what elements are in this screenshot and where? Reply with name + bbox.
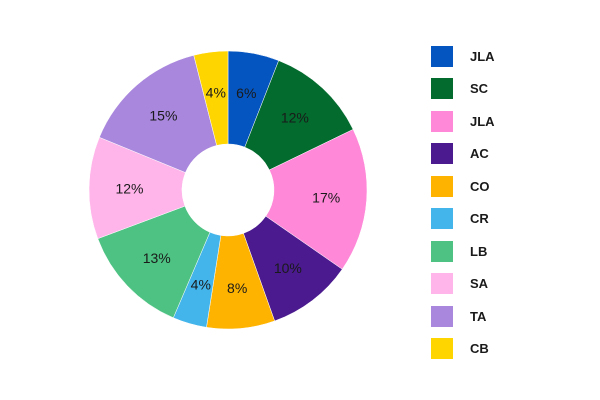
legend-label: TA [470,308,487,324]
legend-label: JLA [470,113,495,129]
legend-swatch [431,78,453,100]
legend-label: CB [470,341,489,357]
slice-label-0: 6% [236,85,256,101]
slice-label-1: 12% [281,110,309,126]
slice-label-9: 4% [206,84,226,100]
legend-item-jla-2: JLA [431,105,495,138]
legend-swatch [431,175,453,197]
legend-swatch [431,45,453,67]
legend-item-cr-5: CR [431,203,495,236]
legend-item-lb-6: LB [431,235,495,268]
legend-label: LB [470,243,488,259]
legend-item-cb-9: CB [431,333,495,366]
legend-item-co-4: CO [431,170,495,203]
legend-item-ta-8: TA [431,300,495,333]
legend-label: CR [470,211,489,227]
slice-label-5: 4% [191,277,211,293]
slice-label-2: 17% [312,190,340,206]
legend-label: AC [470,146,489,162]
slice-label-4: 8% [227,280,247,296]
legend-item-sa-7: SA [431,268,495,301]
legend-item-jla-0: JLA [431,40,495,73]
legend-item-sc-1: SC [431,73,495,106]
slice-ta-8 [99,54,217,173]
chart-legend: JLA SC JLA AC CO CR LB SA TA CB [431,40,495,365]
legend-swatch [431,338,453,360]
legend-swatch [431,143,453,165]
slice-cb-9 [193,50,229,146]
legend-swatch [431,110,453,132]
slice-label-7: 12% [115,180,143,196]
slice-jla-2 [265,129,368,270]
legend-label: CO [470,178,490,194]
slice-label-6: 13% [143,250,171,266]
slice-label-8: 15% [149,108,177,124]
legend-label: SC [470,81,489,97]
legend-item-ac-3: AC [431,138,495,171]
legend-swatch [431,208,453,230]
legend-label: SA [470,276,489,292]
legend-swatch [431,305,453,327]
legend-swatch [431,273,453,295]
slice-lb-6 [97,205,211,319]
slice-label-3: 10% [274,260,302,276]
legend-swatch [431,240,453,262]
legend-label: JLA [470,48,495,64]
